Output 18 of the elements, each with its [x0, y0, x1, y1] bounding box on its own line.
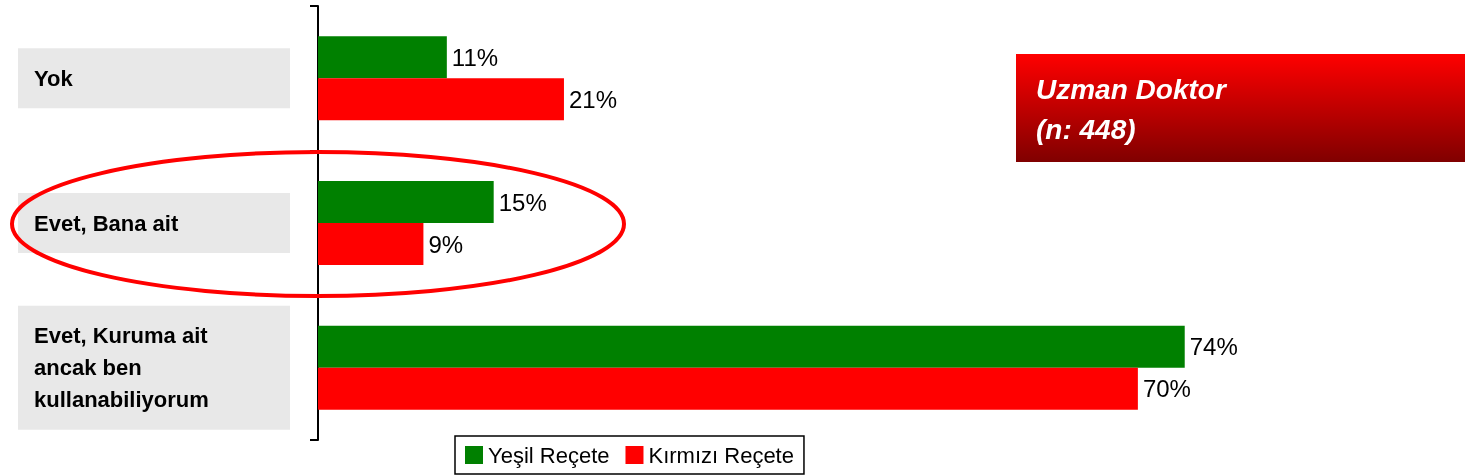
y-tick-label: Yok: [34, 65, 74, 91]
y-tick-label: Evet, Kuruma ait ancak ben kullanabiliyorum: [34, 323, 214, 413]
bar: [318, 78, 564, 121]
bar: [318, 181, 494, 223]
data-label: 9%: [428, 230, 464, 258]
callout-box: Uzman Doktor (n: 448): [1016, 54, 1465, 162]
bar: [318, 325, 1185, 368]
data-label: 15%: [498, 188, 547, 216]
data-label: 70%: [1142, 375, 1191, 403]
data-label: 11%: [451, 43, 499, 71]
y-tick-label: Evet, Bana ait: [34, 210, 179, 236]
data-label: 21%: [568, 85, 618, 113]
bar: [318, 36, 447, 79]
bar: [318, 367, 1138, 410]
bar: [318, 223, 424, 265]
legend-label: Kırmızı Reçete: [648, 442, 794, 468]
data-label: 74%: [1189, 333, 1238, 361]
legend-label: Yeşil Reçete: [488, 442, 610, 468]
